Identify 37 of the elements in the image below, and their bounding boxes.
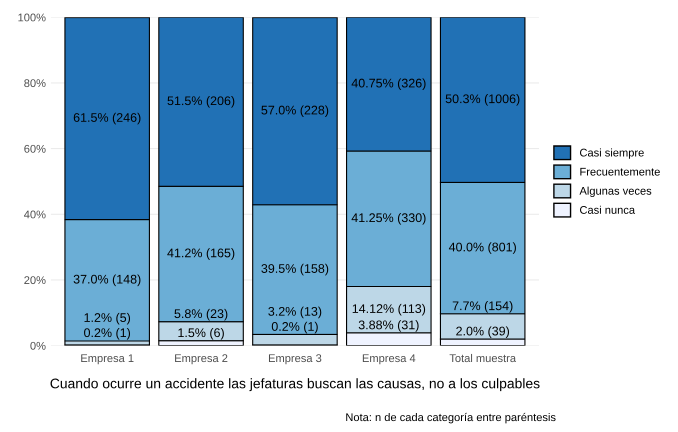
legend-label: Algunas veces: [579, 186, 652, 197]
data-label: 0.2% (1): [272, 322, 318, 334]
data-label: 61.5% (246): [74, 112, 140, 124]
x-tick-label: Total muestra: [450, 354, 516, 362]
data-label: 40.75% (326): [352, 78, 426, 90]
data-label: 5.8% (23): [174, 308, 228, 321]
y-tick-label: 0%: [30, 342, 46, 350]
data-label: 57.0% (228): [261, 105, 328, 117]
data-label: 39.5% (158): [261, 264, 328, 276]
data-label: 0.2% (1): [84, 328, 130, 340]
x-tick-label: Empresa 4: [362, 354, 416, 364]
x-tick-label: Empresa 3: [268, 354, 322, 364]
data-label: 51.5% (206): [168, 96, 234, 108]
text: Nota: n de cada categoría entre paréntesis: [346, 412, 556, 424]
data-label: 3.88% (31): [358, 320, 419, 332]
data-label: 14.12% (113): [352, 304, 426, 316]
data-label: 41.25% (330): [352, 212, 426, 225]
data-label: 40.0% (801): [448, 242, 516, 254]
x-tick-label: Empresa 2: [175, 354, 228, 364]
data-label: 37.0% (148): [74, 274, 140, 286]
legend-label: Frecuentemente: [580, 168, 660, 176]
legend-label: Casi siempre: [580, 148, 644, 159]
y-tick-label: 60%: [24, 144, 46, 153]
data-label: 1.5% (6): [178, 328, 224, 340]
x-tick-label: Empresa 1: [81, 354, 134, 364]
y-tick-label: 20%: [24, 276, 46, 284]
legend-label: Casi nunca: [580, 206, 636, 214]
data-label: 50.3% (1006): [446, 94, 520, 106]
data-label: 7.7% (154): [452, 301, 512, 313]
data-label: 3.2% (13): [268, 306, 322, 318]
data-label: 41.2% (165): [167, 248, 234, 260]
y-tick-label: 100%: [18, 14, 46, 22]
y-tick-label: 80%: [24, 79, 46, 88]
y-tick-label: 40%: [24, 210, 46, 218]
x-axis-title: Cuando ocurre un accidente las jefaturas buscan las causas, no a los culpables: [50, 378, 540, 392]
data-label: 1.2% (5): [84, 312, 130, 324]
data-label: 2.0% (39): [456, 326, 510, 338]
